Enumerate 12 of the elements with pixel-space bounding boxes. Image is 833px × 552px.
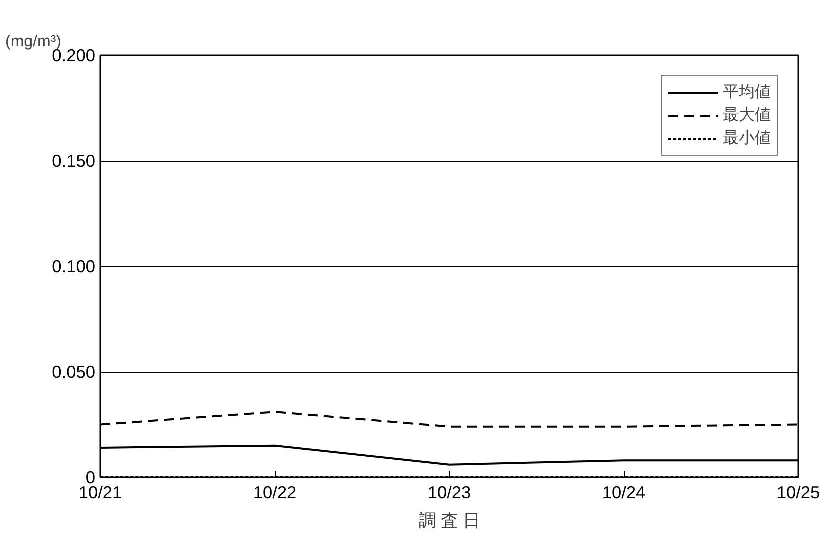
legend-label: 平均値	[723, 83, 771, 103]
x-tick-label: 10/23	[428, 482, 472, 502]
legend-label: 最大値	[723, 106, 771, 126]
legend-label: 最小値	[723, 128, 771, 149]
x-tick-label: 10/25	[776, 482, 820, 502]
y-tick-label: 0.150	[52, 151, 96, 171]
y-tick-label: 0.100	[52, 256, 96, 276]
y-axis-title: (mg/m³)	[6, 34, 62, 50]
y-tick-label: 0.050	[52, 362, 96, 382]
x-axis-title: 調 査 日	[419, 510, 480, 530]
x-tick-label: 10/22	[253, 482, 297, 502]
x-tick-label: 10/24	[602, 482, 646, 502]
